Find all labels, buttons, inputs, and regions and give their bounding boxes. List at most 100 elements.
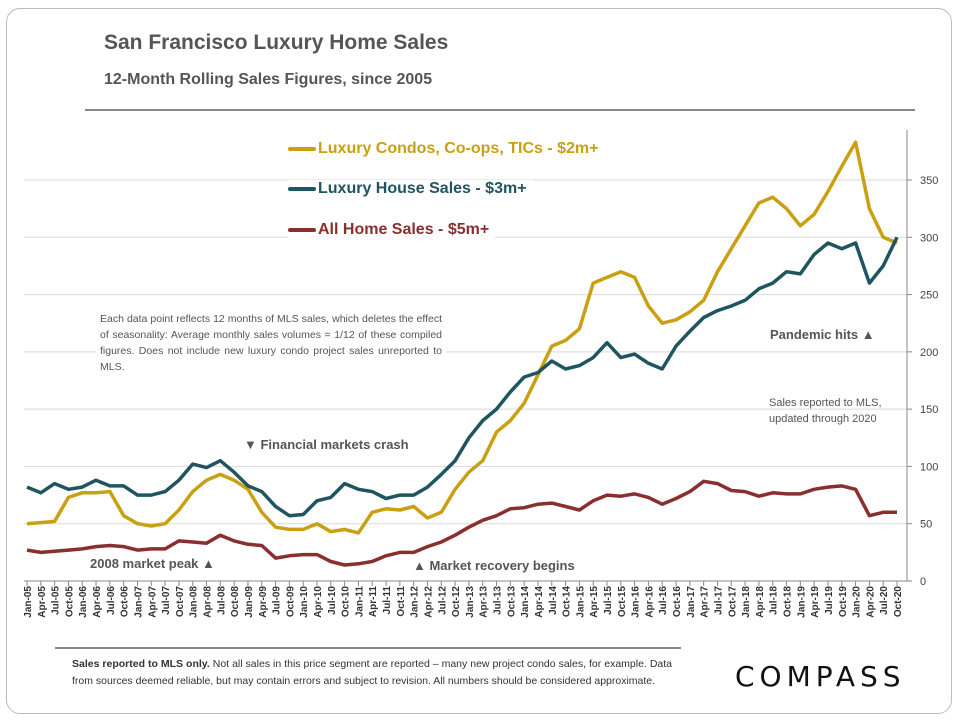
footer-disclaimer: Sales reported to MLS only. Not all sale… [72,656,672,690]
footer-bold: Sales reported to MLS only. [72,658,210,670]
x-tick-label: Jul-14 [548,586,559,615]
x-tick-label: Apr-18 [755,586,766,618]
chart-title: San Francisco Luxury Home Sales [104,31,449,54]
x-tick-label: Jan-17 [686,586,697,618]
x-tick-label: Jan-07 [133,586,144,618]
x-tick-label: Jan-11 [354,586,365,618]
title-divider [85,109,915,111]
x-tick-label: Apr-20 [865,586,876,618]
x-tick-label: Oct-19 [838,586,849,618]
legend-swatch [288,187,316,191]
chart-subtitle: 12-Month Rolling Sales Figures, since 20… [104,71,433,88]
x-tick-label: Jul-15 [603,586,614,615]
y-tick-label: 250 [920,290,938,302]
x-tick-label: Apr-11 [368,586,379,618]
x-tick-label: Jan-12 [410,586,421,618]
x-tick-label: Jul-12 [437,586,448,615]
x-tick-label: Apr-10 [313,586,324,618]
legend-houses: Luxury House Sales - $3m+ [288,180,533,198]
x-tick-label: Jan-15 [575,586,586,618]
y-tick-label: 150 [920,404,938,416]
x-tick-label: Oct-14 [562,586,573,618]
x-tick-label: Oct-12 [451,586,462,618]
x-tick-label: Oct-05 [64,586,75,618]
series-line-0 [26,140,898,535]
x-tick-label: Oct-15 [617,586,628,618]
x-tick-label: Oct-13 [506,586,517,618]
x-tick-label: Jan-16 [631,586,642,618]
x-tick-label: Jul-13 [493,586,504,615]
x-tick-label: Oct-10 [341,586,352,618]
x-tick-label: Jan-09 [244,586,255,618]
x-tick-label: Oct-08 [230,586,241,618]
x-tick-label: Apr-12 [423,586,434,618]
x-tick-label: Jul-10 [327,586,338,615]
annotation-peak: 2008 market peak ▲ [90,556,215,571]
legend-swatch [288,147,316,151]
series-line-1 [26,236,899,518]
x-tick-label: Apr-17 [700,586,711,618]
x-tick-label: Jan-06 [78,586,89,618]
x-tick-label: Apr-09 [258,586,269,618]
annotation-mls: Sales reported to MLS, updated through 20… [769,395,882,427]
legend-label: Luxury House Sales - $3m+ [318,180,527,197]
series-line-2 [26,479,897,567]
x-tick-label: Jan-18 [741,586,752,618]
legend-label: All Home Sales - $5m+ [318,221,490,238]
x-tick-label: Jan-20 [852,586,863,618]
x-tick-label: Apr-16 [644,586,655,618]
x-tick-label: Jul-20 [879,586,890,615]
x-tick-label: Jan-08 [189,586,200,618]
x-tick-label: Jul-06 [106,586,117,615]
y-tick-label: 50 [920,519,932,531]
x-tick-label: Apr-08 [203,586,214,618]
x-tick-label: Apr-05 [37,586,48,618]
x-tick-label: Jul-07 [161,586,172,615]
mls-line-2: updated through 2020 [769,413,877,425]
x-tick-label: Oct-11 [396,586,407,617]
x-tick-label: Apr-19 [810,586,821,618]
footer-divider [55,647,681,649]
x-tick-label: Jul-11 [382,586,393,615]
x-tick-label: Jan-05 [23,586,34,618]
x-tick-label: Jan-13 [465,586,476,618]
mls-line-1: Sales reported to MLS, [769,397,882,409]
x-tick-label: Jan-19 [796,586,807,618]
y-tick-label: 350 [920,175,938,187]
x-tick-label: Oct-17 [727,586,738,618]
y-tick-label: 200 [920,347,938,359]
x-tick-label: Apr-15 [589,586,600,618]
legend-condos: Luxury Condos, Co-ops, TICs - $2m+ [288,140,605,158]
annotation-crash: ▼ Financial markets crash [244,437,409,452]
x-tick-label: Jul-09 [272,586,283,615]
x-tick-label: Jul-05 [51,586,62,615]
x-tick-label: Jul-08 [216,586,227,615]
x-tick-label: Jan-10 [299,586,310,618]
y-tick-label: 300 [920,232,938,244]
x-tick-label: Oct-06 [120,586,131,618]
x-tick-label: Oct-18 [783,586,794,618]
y-tick-label: 0 [920,576,926,588]
annotation-pandemic: Pandemic hits ▲ [770,327,875,342]
x-tick-label: Apr-07 [147,586,158,618]
x-tick-label: Jan-14 [520,586,531,618]
annotation-recovery: ▲ Market recovery begins [413,558,575,573]
methodology-note: Each data point reflects 12 months of ML… [96,311,446,375]
x-tick-label: Apr-06 [92,586,103,618]
x-tick-label: Jul-16 [658,586,669,615]
x-tick-label: Jul-19 [824,586,835,615]
compass-logo: COMPASS [735,660,906,693]
x-tick-label: Apr-14 [534,586,545,618]
legend-label: Luxury Condos, Co-ops, TICs - $2m+ [318,140,599,157]
y-tick-label: 100 [920,461,938,473]
footer-text: Not all sales in this price segment are … [72,658,673,687]
x-tick-label: Apr-13 [479,586,490,618]
x-tick-label: Jul-18 [769,586,780,615]
x-tick-label: Oct-20 [893,586,904,618]
x-tick-label: Oct-09 [285,586,296,618]
x-tick-label: Jul-17 [713,586,724,615]
legend-all-homes: All Home Sales - $5m+ [288,221,496,239]
legend-swatch [288,228,316,232]
x-tick-label: Oct-16 [672,586,683,618]
